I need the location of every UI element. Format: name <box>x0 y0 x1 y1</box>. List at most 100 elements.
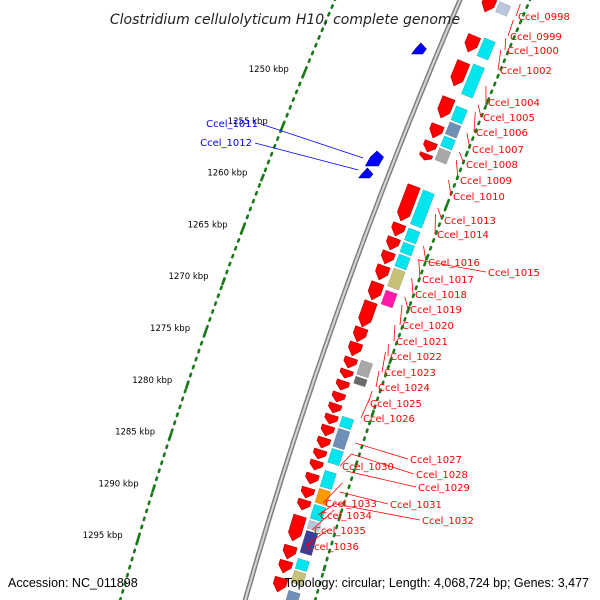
inner-tick-mark <box>353 461 359 468</box>
gene-label: Ccel_1010 <box>453 192 505 203</box>
forward-cds-arrow <box>391 221 407 237</box>
leader-line <box>473 111 476 133</box>
tick-label: 1260 kbp <box>207 169 247 179</box>
inner-tick-ring <box>313 0 532 600</box>
leader-line <box>423 245 427 263</box>
inner-tick-mark <box>322 564 327 572</box>
cog-track-layer <box>285 1 512 600</box>
gene-label: Ccel_1025 <box>370 399 422 410</box>
gene-label: Ccel_1021 <box>396 337 448 348</box>
map-title: Clostridium cellulolyticum H10, complete… <box>110 12 460 28</box>
leader-line <box>360 397 371 419</box>
tick-mark <box>259 173 266 182</box>
cog-category-block <box>394 253 411 271</box>
forward-cds-arrow <box>316 435 332 449</box>
gene-label: Ccel_1019 <box>410 305 462 316</box>
accession-text: Accession: NC_011898 <box>8 576 138 590</box>
gene-label: Ccel_1027 <box>410 455 462 466</box>
gene-label: Ccel_1016 <box>428 258 480 269</box>
inner-tick-mark <box>485 98 490 106</box>
forward-cds-arrow <box>324 412 339 425</box>
tick-label: 1250 kbp <box>249 65 289 75</box>
gene-label: Ccel_1020 <box>402 321 454 332</box>
tick-mark <box>280 121 286 130</box>
cog-category-block <box>440 135 456 151</box>
inner-tick-mark <box>388 357 393 365</box>
gene-label: Ccel_1024 <box>378 383 430 394</box>
forward-cds-arrow <box>352 325 369 343</box>
leader-line-layer <box>254 3 521 547</box>
tick-mark <box>240 225 246 234</box>
cog-category-block <box>450 105 468 125</box>
gene-label: Ccel_1009 <box>460 176 512 187</box>
cog-category-block <box>380 289 398 309</box>
forward-cds-arrow <box>423 139 438 153</box>
gene-label: Ccel_1026 <box>363 414 415 425</box>
leader-line <box>311 509 335 531</box>
cog-category-block <box>460 63 486 99</box>
leader-line <box>393 324 396 342</box>
backbone-highlight <box>244 0 462 600</box>
forward-cds-arrow <box>272 575 289 593</box>
gene-label-reverse: Ccel_1011 <box>206 119 258 130</box>
inner-tick-mark <box>406 305 411 313</box>
leader-line <box>466 132 471 150</box>
forward-cds-arrow <box>343 355 358 369</box>
cog-category-block <box>306 519 322 533</box>
gene-label: Ccel_1029 <box>418 483 470 494</box>
leader-line <box>335 503 421 521</box>
leader-line <box>339 453 352 467</box>
gene-label: Ccel_1018 <box>415 290 467 301</box>
tick-mark <box>135 535 141 545</box>
gene-label: Ccel_1017 <box>422 275 474 286</box>
leader-line <box>434 213 436 235</box>
gene-label: Ccel_1036 <box>307 542 359 553</box>
forward-cds-arrow <box>305 471 320 485</box>
forward-cds-arrow <box>437 95 456 119</box>
gene-label: Ccel_1002 <box>500 66 552 77</box>
cog-category-block <box>285 589 301 600</box>
forward-cds-arrow <box>348 340 364 357</box>
cog-category-block <box>399 241 416 257</box>
forward-cds-arrow <box>312 447 328 460</box>
tick-mark <box>202 328 208 338</box>
tick-label: 1285 kbp <box>115 428 155 438</box>
leader-line <box>354 442 409 460</box>
forward-cds-arrow <box>419 151 434 161</box>
inner-tick-mark <box>337 513 343 520</box>
cog-category-block <box>314 487 332 507</box>
leader-line <box>317 502 337 516</box>
forward-cds-arrow <box>358 299 378 328</box>
forward-cds-arrow <box>375 263 391 281</box>
leader-line <box>504 37 507 51</box>
forward-cds-arrow <box>386 235 401 251</box>
cog-category-block <box>332 427 351 451</box>
cog-category-block <box>356 359 374 379</box>
leader-line <box>448 179 452 197</box>
inner-tick-mark <box>444 202 449 209</box>
cds-track-layer <box>272 0 498 593</box>
cog-category-block <box>403 227 421 245</box>
gene-label: Ccel_1035 <box>314 526 366 537</box>
cog-category-block <box>434 147 452 165</box>
leader-line <box>507 19 514 37</box>
gene-label: Ccel_1000 <box>507 46 559 57</box>
reverse-cds-arrow <box>364 150 384 167</box>
leader-line <box>455 159 459 181</box>
tick-label: 1290 kbp <box>99 479 139 489</box>
forward-cds-arrow <box>278 558 294 574</box>
leader-line-reverse <box>260 123 364 159</box>
leader-line <box>351 453 415 475</box>
leader-line <box>346 470 417 488</box>
forward-cds-arrow <box>450 59 471 87</box>
tick-label: 1295 kbp <box>83 531 123 541</box>
forward-cds-arrow <box>320 423 336 437</box>
forward-cds-arrow <box>300 485 316 499</box>
tick-mark <box>167 432 173 441</box>
forward-cds-arrow <box>331 390 347 403</box>
leader-line <box>515 3 521 17</box>
gene-label: Ccel_1022 <box>390 352 442 363</box>
tick-label: 1255 kbp <box>228 117 268 127</box>
leader-line <box>339 491 389 505</box>
